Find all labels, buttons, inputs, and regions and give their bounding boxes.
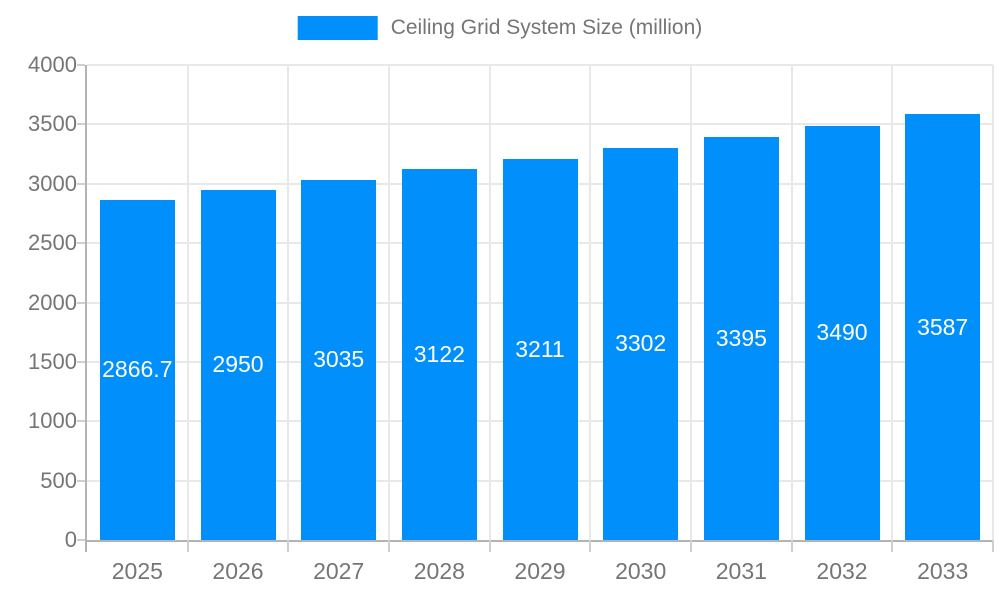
y-axis-label: 3500	[28, 111, 77, 137]
y-axis: 0 500 1000 1500 2000 2500 3000 3500 4000	[0, 52, 77, 552]
h-gridline	[87, 64, 993, 66]
y-axis-label: 2000	[28, 289, 77, 315]
v-gridline	[690, 65, 692, 540]
x-axis-label: 2032	[816, 558, 868, 584]
v-gridline	[891, 65, 894, 540]
x-axis-label: 2029	[514, 558, 566, 584]
legend[interactable]: Ceiling Grid System Size (million)	[297, 16, 703, 40]
x-axis-label: 2033	[917, 558, 969, 584]
x-tick	[186, 540, 189, 552]
x-axis-label: 2025	[111, 558, 163, 584]
v-gridline	[790, 65, 793, 540]
y-tick	[77, 360, 85, 363]
y-axis-label: 3000	[28, 170, 77, 196]
v-gridline	[186, 65, 189, 540]
y-tick	[77, 479, 85, 482]
bar-value-label: 3587	[917, 313, 969, 340]
v-gridline	[589, 65, 592, 540]
bar-2026[interactable]: 2950	[200, 189, 276, 540]
y-tick	[77, 539, 85, 541]
bar-2032[interactable]: 3490	[804, 125, 880, 540]
x-tick	[690, 540, 692, 552]
x-axis: 2025 2026 2027 2028 2029 2030 2031 2032 2033	[87, 558, 993, 590]
y-axis-label: 0	[64, 527, 77, 552]
bar-2029[interactable]: 3211	[502, 158, 578, 540]
bar-value-label: 3035	[313, 346, 365, 373]
v-gridline	[388, 65, 390, 540]
x-tick	[891, 540, 894, 552]
y-tick	[77, 123, 85, 126]
bar-2025[interactable]: 2866.7	[99, 199, 175, 540]
x-axis-label: 2026	[212, 558, 264, 584]
bar-value-label: 2950	[212, 351, 264, 378]
v-gridline	[488, 65, 491, 540]
y-axis-label: 1500	[28, 348, 77, 374]
v-gridline	[992, 65, 994, 540]
x-axis-label: 2028	[413, 558, 465, 584]
bar-2027[interactable]: 3035	[301, 179, 377, 540]
y-tick	[77, 182, 85, 185]
x-axis-label: 2030	[615, 558, 667, 584]
y-axis-label: 500	[40, 467, 77, 493]
x-tick	[992, 540, 994, 552]
x-axis-line	[85, 540, 993, 542]
y-axis-label: 2500	[28, 230, 77, 256]
x-tick	[790, 540, 793, 552]
y-tick	[77, 242, 85, 245]
y-axis-line	[85, 65, 87, 552]
bar-value-label: 3122	[413, 341, 465, 368]
x-axis-label: 2027	[313, 558, 365, 584]
bar-value-label: 3395	[715, 324, 767, 351]
x-tick	[287, 540, 290, 552]
v-gridline	[287, 65, 290, 540]
x-tick	[388, 540, 390, 552]
bar-2028[interactable]: 3122	[401, 169, 477, 540]
bar-value-label: 3211	[515, 335, 565, 362]
legend-label: Ceiling Grid System Size (million)	[390, 16, 703, 39]
bar-2031[interactable]: 3395	[703, 136, 779, 540]
y-tick	[77, 64, 85, 66]
legend-swatch	[297, 16, 378, 40]
bar-2033[interactable]: 3587	[905, 114, 981, 540]
y-axis-label: 1000	[28, 408, 77, 434]
x-tick	[589, 540, 592, 552]
y-tick	[77, 301, 85, 304]
bar-value-label: 3490	[816, 319, 868, 346]
bar-2030[interactable]: 3302	[603, 147, 679, 540]
x-tick	[488, 540, 491, 552]
y-axis-label: 4000	[28, 52, 77, 77]
bar-value-label: 3302	[615, 330, 667, 357]
h-gridline	[87, 123, 993, 126]
y-tick	[77, 420, 85, 423]
plot-area: 2866.7 2950 3035 3122 3211 3302 3395 3490 3587	[77, 64, 994, 552]
bar-value-label: 2866.7	[102, 356, 173, 383]
x-axis-label: 2031	[715, 558, 767, 584]
